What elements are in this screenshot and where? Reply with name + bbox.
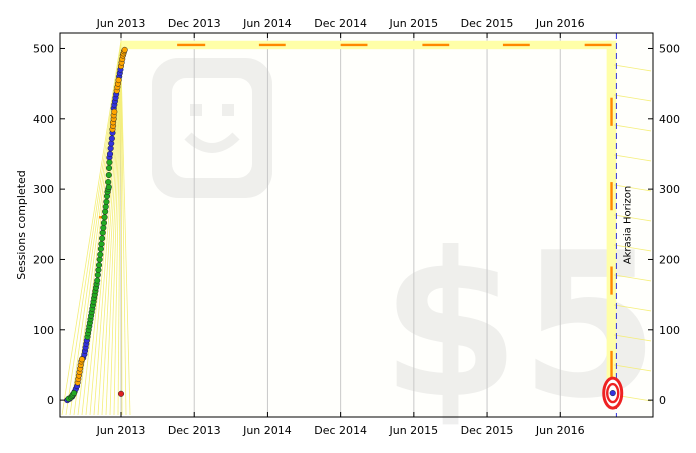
x-tick-label-bottom: Dec 2015: [461, 424, 514, 437]
data-point-green: [99, 235, 106, 242]
x-tick-label-bottom: Dec 2013: [168, 424, 221, 437]
road-stripe-right: [613, 184, 652, 192]
data-point-orange: [115, 77, 122, 84]
road-stripe: [61, 40, 122, 416]
road-stripe: [117, 60, 122, 416]
road-stripe: [105, 56, 122, 416]
road-stripe-right: [613, 334, 652, 342]
target-center: [609, 390, 616, 397]
bullseye-target: [602, 376, 624, 410]
data-point-green: [95, 262, 103, 269]
x-tick-label-top: Jun 2013: [96, 17, 146, 30]
x-tick-label-bottom: Jun 2014: [242, 424, 292, 437]
y-tick-label-right: 300: [659, 183, 680, 196]
x-tick-label-bottom: Dec 2014: [314, 424, 367, 437]
road-stripe-right: [613, 124, 652, 132]
x-tick-label-top: Jun 2015: [389, 17, 439, 30]
data-point-blue: [106, 150, 114, 158]
data-point-green: [105, 172, 112, 179]
y-tick-label-left: 0: [47, 394, 54, 407]
data-point-green: [105, 179, 112, 186]
y-tick-label-right: 500: [659, 42, 680, 55]
data-point-green: [94, 277, 101, 284]
road-stripe: [120, 63, 127, 416]
y-tick-label-right: 400: [659, 113, 680, 126]
road-stripe: [101, 54, 122, 416]
data-point-orange: [78, 356, 86, 363]
y-tick-label-left: 100: [33, 324, 54, 337]
data-point-green: [100, 219, 107, 226]
data-point-green: [106, 164, 113, 172]
y-tick-label-left: 300: [33, 183, 54, 196]
data-point-green: [98, 240, 105, 248]
plot-frame: [59, 32, 654, 418]
y-tick-label-left: 200: [33, 253, 54, 266]
x-tick-label-top: Jun 2014: [242, 17, 292, 30]
road-stripe-right: [613, 244, 652, 252]
road-stripe-right: [613, 154, 652, 162]
y-tick-label-left: 500: [33, 42, 54, 55]
x-tick-label-top: Dec 2013: [168, 17, 221, 30]
x-tick-label-top: Dec 2015: [461, 17, 514, 30]
y-tick-label-right: 200: [659, 253, 680, 266]
data-point-green: [106, 159, 113, 166]
data-point-blue: [108, 135, 115, 142]
x-tick-label-bottom: Jun 2015: [389, 424, 439, 437]
road-segments: [99, 43, 613, 380]
y-tick-label-right: 100: [659, 324, 680, 337]
data-point-green: [97, 251, 104, 258]
x-tick-label-bottom: Jun 2013: [96, 424, 146, 437]
road-stripe-right: [613, 94, 652, 102]
road-stripe: [120, 64, 131, 416]
data-point-green: [101, 214, 108, 221]
akrasia-horizon-label: Akrasia Horizon: [622, 186, 633, 264]
data-point-orange: [111, 108, 118, 115]
y-axis-label: Sessions completed: [15, 170, 28, 280]
road-stripe: [113, 59, 122, 416]
y-tick-label-right: 0: [659, 394, 666, 407]
road-stripe-right: [613, 304, 652, 312]
y-tick-label-left: 400: [33, 113, 54, 126]
x-tick-label-top: Dec 2014: [314, 17, 367, 30]
plot-background: [60, 33, 653, 417]
data-point-red: [117, 390, 125, 397]
road-stripe-right: [613, 214, 652, 222]
road-stripe-right: [613, 364, 652, 372]
x-tick-label-bottom: Jun 2016: [535, 424, 585, 437]
road-stripe: [120, 61, 123, 416]
grid: [120, 33, 561, 417]
road-stripe: [97, 53, 122, 416]
road-stripe-right: [613, 64, 652, 72]
smiley-watermark-icon: [152, 58, 272, 198]
data-points: [64, 46, 128, 404]
road-stripe-right: [613, 274, 652, 282]
x-tick-label-top: Jun 2016: [535, 17, 585, 30]
road-stripe: [109, 57, 122, 416]
pledge-watermark: $5: [381, 210, 659, 443]
data-point-green: [103, 198, 110, 205]
data-point-orange: [121, 46, 128, 53]
road-band-drop: [606, 40, 617, 401]
axes: 0 0 100 100 200 200 300 300 400 400 500 500 Jun 2013…: [33, 17, 680, 437]
data-point-green: [70, 390, 78, 397]
